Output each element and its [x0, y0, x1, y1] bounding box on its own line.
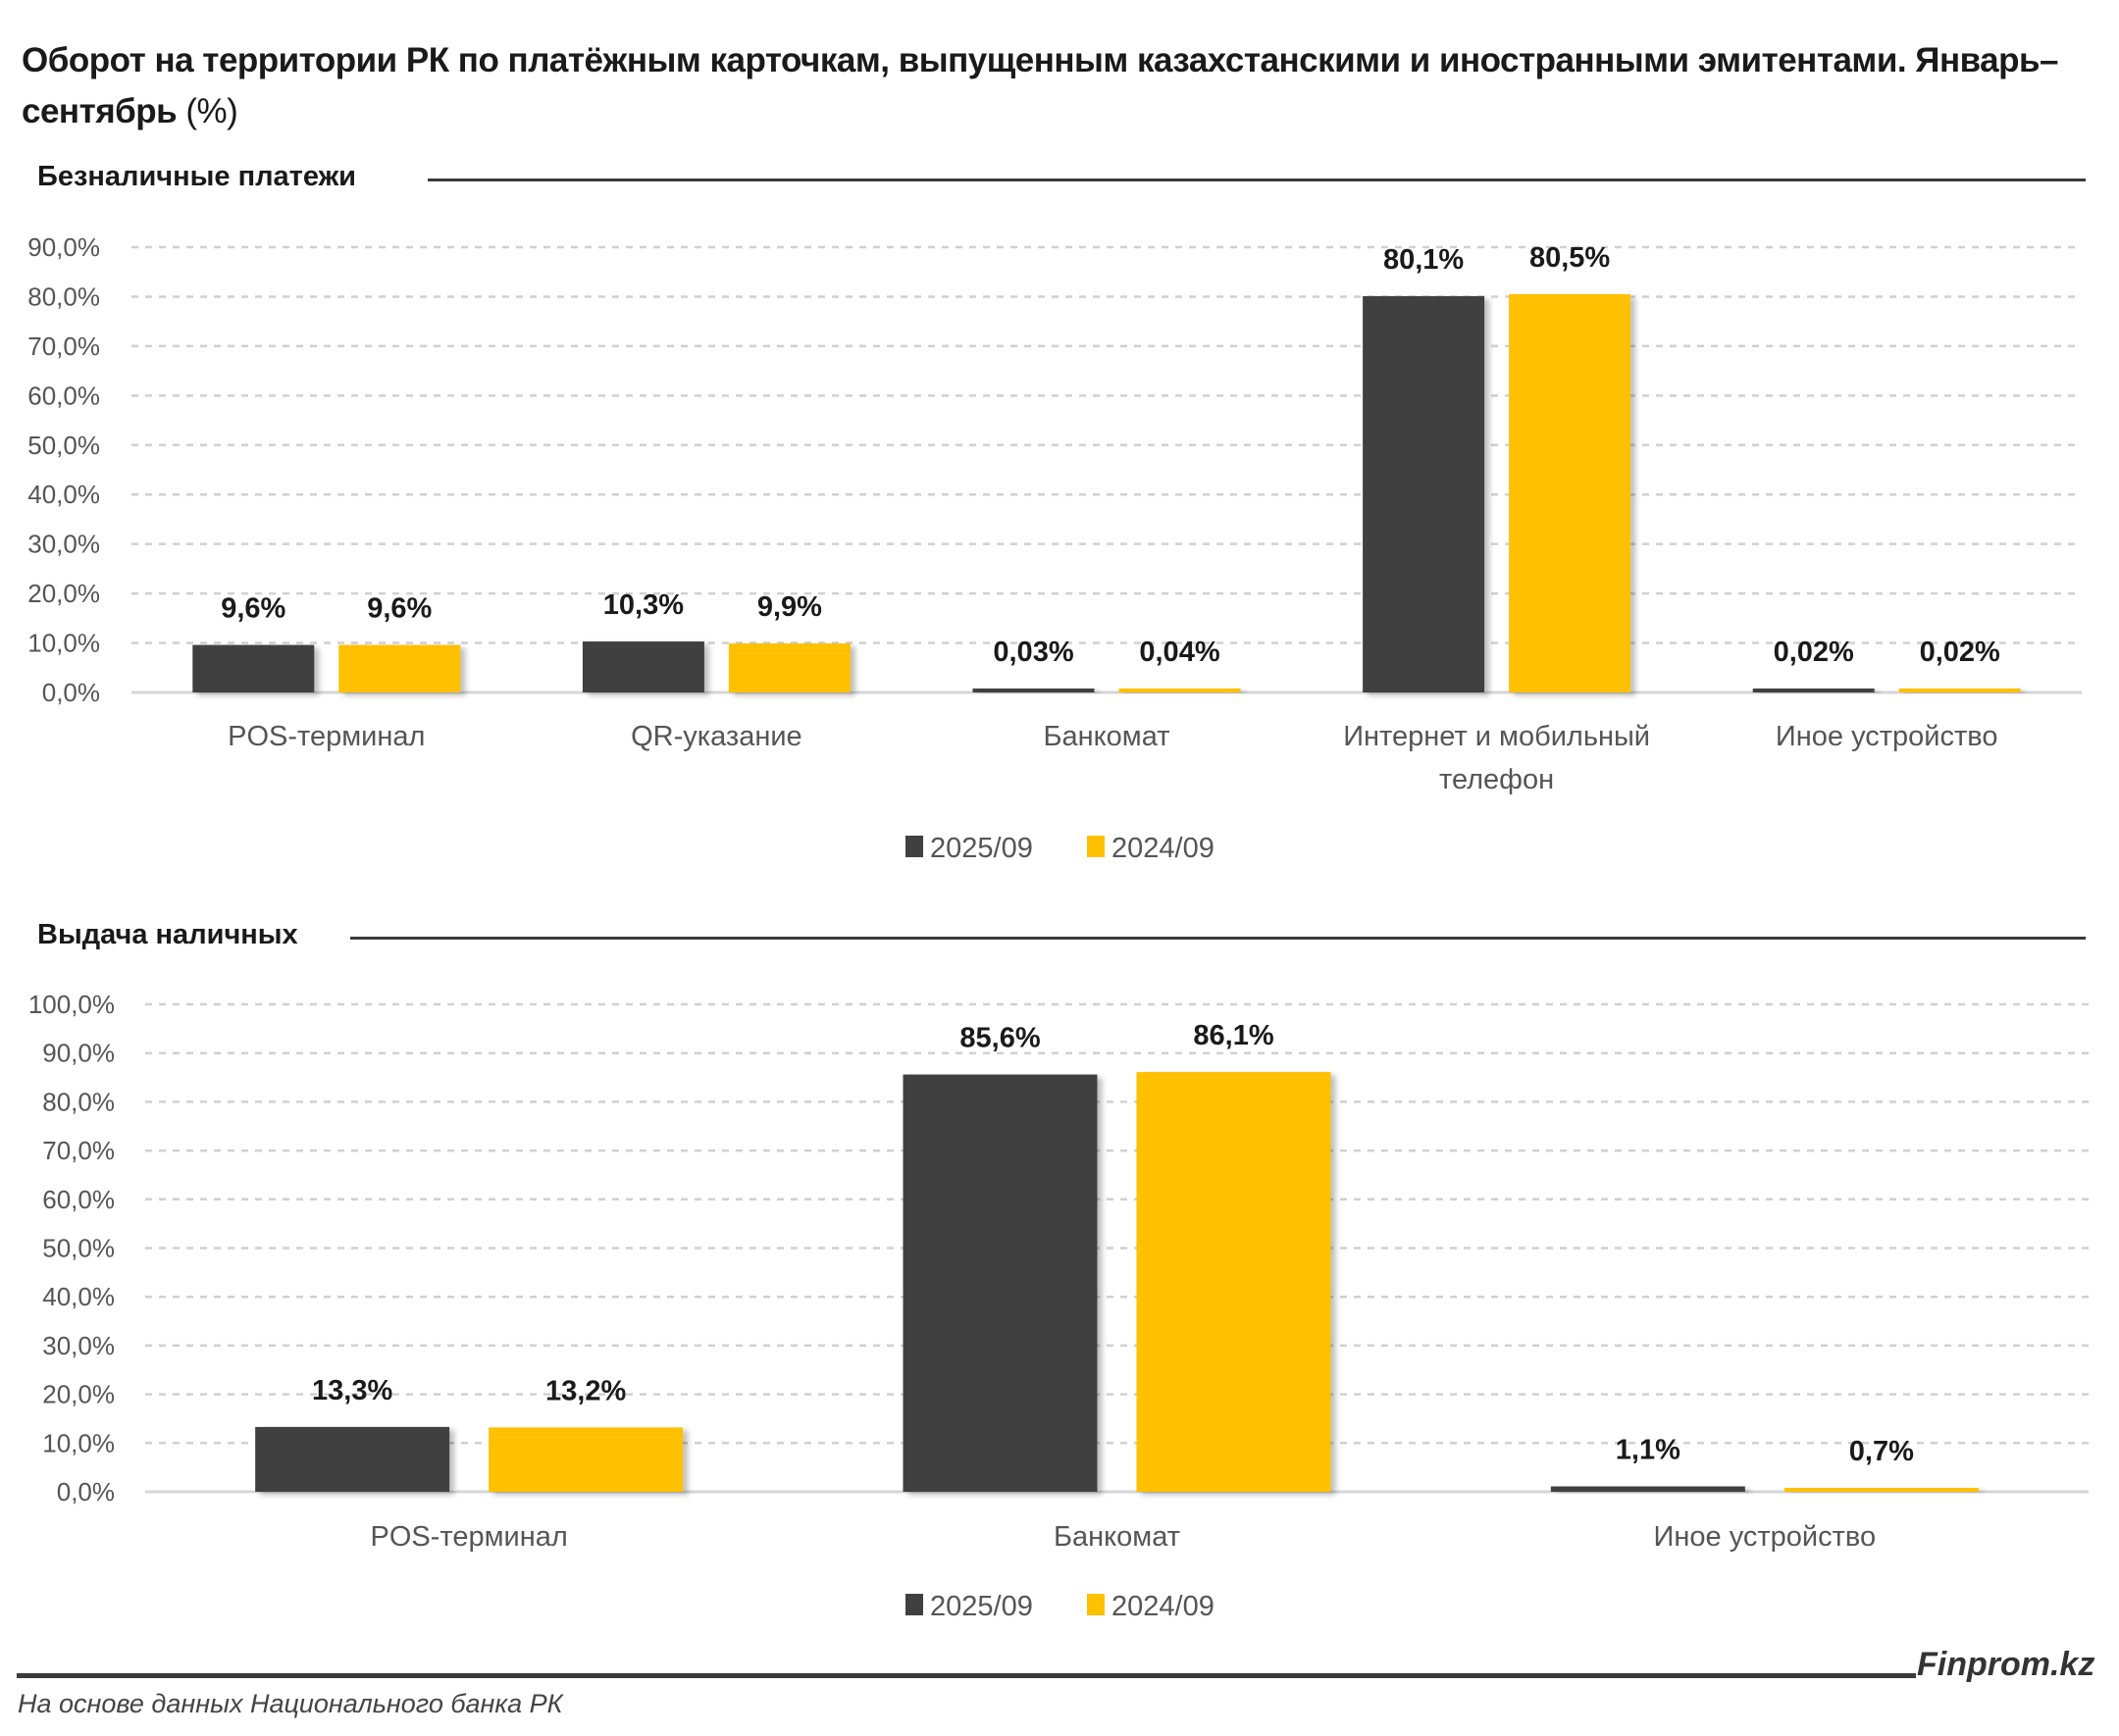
bar-2024-09 — [1783, 1488, 1979, 1492]
bar-2024-09 — [489, 1427, 684, 1492]
data-label: 9,9% — [757, 591, 822, 623]
y-tick-label: 90,0% — [42, 1039, 115, 1068]
category-label: POS-терминал — [228, 721, 425, 752]
y-tick-label: 20,0% — [42, 1380, 115, 1409]
y-tick-label: 70,0% — [42, 1136, 115, 1165]
legend-label: 2025/09 — [930, 833, 1033, 864]
y-tick-label: 60,0% — [42, 1185, 115, 1214]
category-label: Банкомат — [1043, 721, 1169, 752]
legend-label: 2024/09 — [1111, 833, 1215, 864]
y-tick-label: 0,0% — [42, 678, 100, 707]
data-label: 9,6% — [367, 593, 432, 625]
bar-2024-09 — [1136, 1072, 1331, 1492]
data-label: 0,7% — [1849, 1436, 1914, 1467]
y-tick-label: 80,0% — [42, 1087, 115, 1116]
bar-2025-09 — [903, 1074, 1098, 1492]
category-label: телефон — [1439, 764, 1554, 795]
category-label: Иное устройство — [1776, 721, 1998, 752]
y-tick-label: 40,0% — [27, 480, 100, 509]
legend-swatch — [905, 1594, 923, 1615]
bar-2024-09 — [728, 643, 851, 692]
bar-2025-09 — [1363, 295, 1485, 692]
data-label: 86,1% — [1193, 1020, 1273, 1051]
legend-swatch — [905, 836, 923, 857]
y-tick-label: 100,0% — [28, 990, 115, 1019]
data-label: 80,1% — [1383, 244, 1464, 276]
legend-swatch — [1087, 1594, 1105, 1615]
y-tick-label: 30,0% — [27, 530, 100, 559]
y-tick-label: 40,0% — [42, 1282, 115, 1311]
section-divider — [350, 937, 2086, 940]
data-label: 0,02% — [1920, 637, 2000, 668]
footer-divider — [17, 1673, 1916, 1678]
category-label: Иное устройство — [1654, 1521, 1877, 1553]
bar-2024-09 — [1118, 689, 1241, 692]
bar-2025-09 — [582, 641, 704, 692]
y-tick-label: 10,0% — [42, 1428, 115, 1457]
title-unit: (%) — [185, 92, 238, 130]
y-tick-label: 50,0% — [42, 1234, 115, 1263]
y-tick-label: 90,0% — [27, 232, 100, 262]
section-divider — [428, 179, 2086, 181]
section-title-cash: Выдача наличных — [37, 919, 306, 951]
data-label: 1,1% — [1616, 1435, 1680, 1466]
data-label: 0,03% — [993, 637, 1073, 668]
y-tick-label: 50,0% — [27, 431, 100, 460]
data-label: 0,02% — [1774, 637, 1854, 668]
category-label: Банкомат — [1054, 1521, 1180, 1553]
bar-2025-09 — [1752, 689, 1875, 692]
category-label: QR-указание — [631, 721, 802, 752]
y-tick-label: 70,0% — [27, 332, 100, 361]
bar-2025-09 — [255, 1426, 450, 1492]
y-tick-label: 20,0% — [27, 579, 100, 608]
legend-label: 2025/09 — [930, 1591, 1033, 1622]
y-tick-label: 60,0% — [27, 381, 100, 410]
source-note: На основе данных Национального банка РК — [18, 1689, 563, 1718]
chart-title: Оборот на территории РК по платёжным кар… — [22, 35, 2082, 137]
bar-2024-09 — [1509, 293, 1631, 692]
title-text: Оборот на территории РК по платёжным кар… — [22, 41, 2058, 130]
data-label: 80,5% — [1529, 242, 1610, 274]
data-label: 13,2% — [545, 1375, 626, 1406]
category-label: Интернет и мобильный — [1343, 721, 1650, 752]
data-label: 13,3% — [312, 1375, 392, 1406]
y-tick-label: 80,0% — [27, 281, 100, 311]
category-label: POS-терминал — [371, 1521, 568, 1553]
y-tick-label: 10,0% — [27, 629, 100, 658]
bar-2024-09 — [1898, 689, 2021, 692]
y-tick-label: 0,0% — [57, 1477, 115, 1506]
bar-2025-09 — [192, 644, 315, 692]
brand-logo: Finprom.kz — [1917, 1646, 2095, 1683]
data-label: 9,6% — [221, 593, 285, 625]
section-title-cashless: Безналичные платежи — [37, 161, 364, 193]
data-label: 0,04% — [1139, 637, 1219, 668]
bar-2025-09 — [972, 689, 1095, 692]
data-label: 85,6% — [959, 1023, 1040, 1054]
legend-swatch — [1087, 836, 1105, 857]
data-label: 10,3% — [603, 589, 684, 621]
y-tick-label: 30,0% — [42, 1331, 115, 1360]
legend-label: 2024/09 — [1111, 1591, 1215, 1622]
bar-2025-09 — [1550, 1486, 1745, 1492]
bar-2024-09 — [338, 644, 461, 692]
